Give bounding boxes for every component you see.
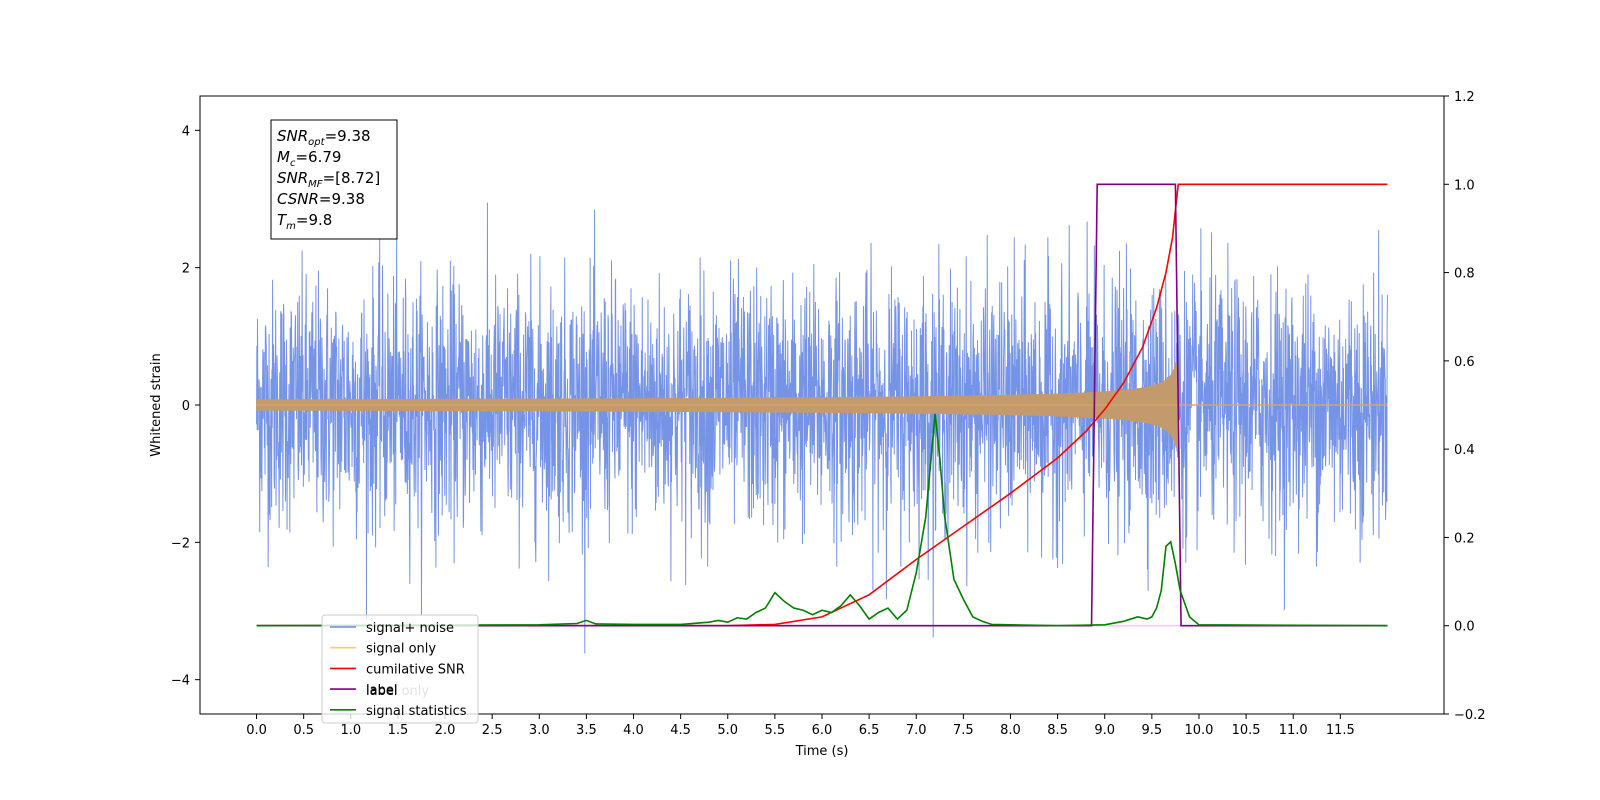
stats-subscript: MF <box>308 179 323 190</box>
x-tick-label: 6.5 <box>859 723 880 738</box>
series-line-cumilative-snr <box>256 183 1388 627</box>
y-tick-label: −4 <box>171 674 190 689</box>
stats-subscript: opt <box>308 137 325 148</box>
stats-line: Mc=6.79 <box>277 148 341 169</box>
x-tick-label: 2.5 <box>482 723 503 738</box>
stats-value: =6.79 <box>295 148 341 166</box>
x-tick-label: 4.5 <box>670 723 691 738</box>
y2-tick-label: 0.4 <box>1454 443 1475 458</box>
legend-label: cumilative SNR <box>366 662 465 677</box>
stats-line: Tm=9.8 <box>277 211 332 232</box>
x-tick-label: 3.0 <box>529 723 550 738</box>
x-tick-label: 5.5 <box>765 723 786 738</box>
stats-symbol: SNR <box>277 127 308 145</box>
y-tick-label: 0 <box>182 399 190 414</box>
x-tick-label: 7.5 <box>953 723 974 738</box>
x-tick-label: 0.5 <box>293 723 314 738</box>
legend-label: signal+ noise <box>366 621 454 636</box>
y-axis-left: −4 −2 0 2 4 <box>171 124 200 689</box>
signal-only-series <box>255 362 1388 448</box>
x-tick-label: 9.0 <box>1094 723 1115 738</box>
x-tick-label: 7.0 <box>906 723 927 738</box>
x-tick-label: 5.0 <box>717 723 738 738</box>
series-line-signal-statistics <box>256 413 1388 627</box>
x-tick-label: 3.5 <box>576 723 597 738</box>
stats-value: =9.38 <box>319 190 365 208</box>
legend-label: signal only <box>366 642 436 657</box>
x-tick-label: 11.5 <box>1326 723 1355 738</box>
stats-value: =9.38 <box>325 127 371 145</box>
y-axis-label: Whitened strain <box>149 353 164 456</box>
x-tick-label: 4.0 <box>623 723 644 738</box>
stats-symbol: M <box>277 148 290 166</box>
x-axis: 0.0 0.5 1.0 1.5 2.0 2.5 3.0 3.5 4.0 4.5 5.0 5.5 6.0 6… <box>246 714 1355 738</box>
stats-value: =9.8 <box>296 211 332 229</box>
y-axis-right: −0.2 0.0 0.2 0.4 0.6 0.8 1.0 1.2 <box>1444 90 1486 723</box>
x-tick-label: 0.0 <box>246 723 267 738</box>
legend-label: signal statistics <box>366 704 467 719</box>
y2-tick-label: 1.0 <box>1454 178 1475 193</box>
x-tick-label: 2.0 <box>435 723 456 738</box>
stats-box: SNRopt=9.38Mc=6.79SNRMF=[8.72]CSNR=9.38T… <box>270 119 398 240</box>
x-tick-label: 1.0 <box>340 723 361 738</box>
stats-line: SNRopt=9.38 <box>277 127 371 148</box>
x-tick-label: 11.0 <box>1279 723 1308 738</box>
stats-symbol: T <box>277 211 288 229</box>
signal-noise-series <box>256 202 1388 654</box>
y-tick-label: 2 <box>182 262 190 277</box>
stats-symbol: SNR <box>277 169 308 187</box>
y-tick-label: 4 <box>182 124 190 139</box>
x-tick-label: 6.0 <box>812 723 833 738</box>
legend: signal+ noise signal only cumilative SNR la… <box>321 614 479 724</box>
stats-subscript: c <box>290 158 296 169</box>
signal-noise-line <box>256 202 1388 654</box>
y-tick-label: −2 <box>171 536 190 551</box>
y2-tick-label: −0.2 <box>1454 708 1486 723</box>
x-tick-label: 10.5 <box>1232 723 1261 738</box>
y2-tick-label: 0.0 <box>1454 620 1475 635</box>
y2-tick-label: 0.2 <box>1454 531 1475 546</box>
legend-label: label <box>366 683 397 698</box>
stats-line: SNRMF=[8.72] <box>277 169 380 190</box>
stats-line: CSNR=9.38 <box>277 190 365 208</box>
y2-tick-label: 0.8 <box>1454 267 1475 282</box>
y2-tick-label: 0.6 <box>1454 355 1475 370</box>
stats-symbol: CSNR <box>277 190 319 208</box>
x-tick-label: 10.0 <box>1184 723 1213 738</box>
legend-frame <box>321 614 479 724</box>
x-tick-label: 1.5 <box>388 723 409 738</box>
x-tick-label: 9.5 <box>1142 723 1163 738</box>
x-tick-label: 8.5 <box>1047 723 1068 738</box>
legend-label-faded: label only <box>366 684 429 699</box>
x-axis-label: Time (s) <box>795 744 849 759</box>
legend-label-overlay: label <box>366 684 397 699</box>
y2-tick-label: 1.2 <box>1454 90 1475 105</box>
x-tick-label: 8.0 <box>1000 723 1021 738</box>
stats-box-frame <box>270 119 398 240</box>
stats-subscript: m <box>286 221 296 232</box>
stats-value: =[8.72] <box>323 169 381 187</box>
series-line-label <box>256 183 1388 627</box>
